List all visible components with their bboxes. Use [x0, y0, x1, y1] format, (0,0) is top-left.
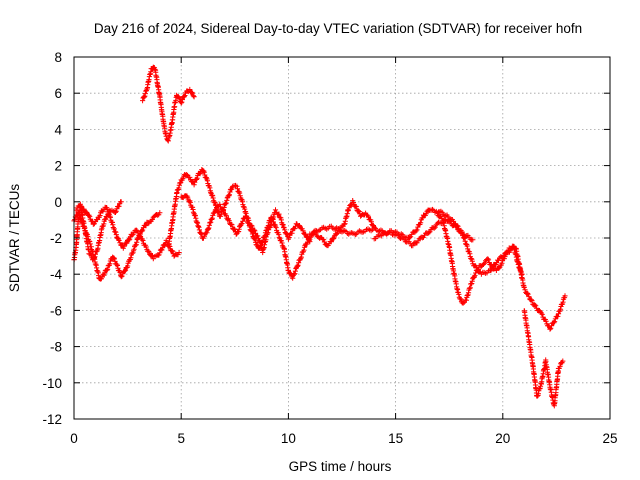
- axis-ticks: [73, 56, 611, 420]
- x-tick-label: 20: [495, 431, 510, 446]
- series-markers: [140, 64, 197, 144]
- data-series: [71, 64, 568, 409]
- y-tick-label: 2: [54, 159, 62, 174]
- grid-lines: [74, 57, 610, 419]
- series-markers: [178, 193, 377, 281]
- y-tick-label: -8: [50, 340, 62, 355]
- x-tick-label: 0: [70, 431, 78, 446]
- y-tick-label: -4: [50, 267, 62, 282]
- x-tick-label: 5: [177, 431, 185, 446]
- series-trace-d: [140, 64, 197, 144]
- series-markers: [521, 308, 566, 409]
- y-tick-label: -6: [50, 303, 62, 318]
- series-trace-b: [71, 209, 163, 282]
- y-tick-label: -10: [42, 376, 62, 391]
- y-tick-label: -2: [50, 231, 62, 246]
- series-trace-f: [178, 193, 377, 281]
- series-trace-j: [521, 308, 566, 409]
- series-trace-i: [435, 208, 568, 332]
- series-markers: [71, 209, 163, 282]
- series-markers: [435, 208, 568, 332]
- y-axis-label: SDTVAR / TECUs: [7, 184, 22, 293]
- y-tick-label: -12: [42, 412, 62, 427]
- y-tick-label: 6: [54, 86, 62, 101]
- y-tick-label: 4: [54, 122, 62, 137]
- y-tick-label: 8: [54, 50, 62, 65]
- x-tick-label: 10: [281, 431, 296, 446]
- series-trace-e: [165, 167, 313, 256]
- axis-tick-labels: 0 5 10 15 20 25 -12 -10 -8 -6 -4 -2 0 2 4 6 8: [42, 50, 617, 446]
- series-markers: [165, 167, 313, 256]
- x-tick-label: 25: [602, 431, 617, 446]
- x-axis-label: GPS time / hours: [289, 459, 392, 474]
- chart-title: Day 216 of 2024, Sidereal Day-to-day VTE…: [94, 21, 582, 36]
- y-tick-label: 0: [54, 195, 62, 210]
- x-tick-label: 15: [388, 431, 403, 446]
